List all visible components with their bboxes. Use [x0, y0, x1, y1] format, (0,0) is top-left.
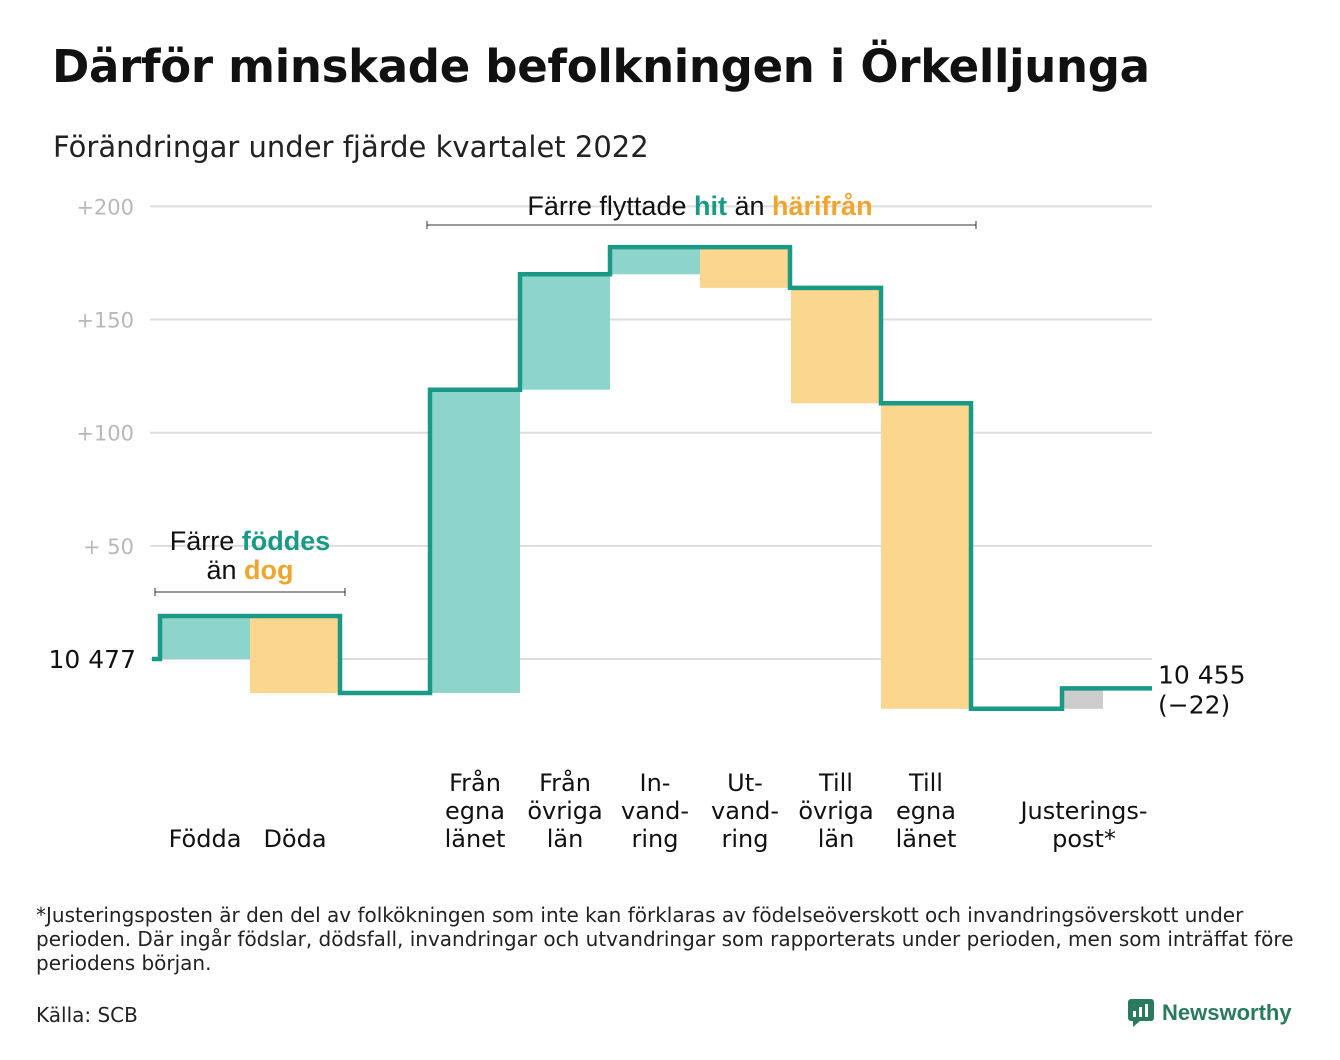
annotation-segment: föddes — [242, 526, 331, 556]
waterfall-bar — [610, 247, 700, 275]
waterfall-bar — [250, 616, 340, 693]
waterfall-bar — [520, 274, 610, 390]
chart-title: Därför minskade befolkningen i Örkelljun… — [52, 40, 1150, 93]
category-label: Födda — [169, 825, 242, 853]
category-label: övriga — [527, 797, 602, 825]
brand-name: Newsworthy — [1162, 1000, 1292, 1025]
category-label: län — [547, 825, 584, 853]
category-label: län — [818, 825, 855, 853]
category-label: Från — [449, 768, 501, 797]
source-label: Källa: SCB — [36, 1003, 138, 1027]
waterfall-bar — [881, 403, 971, 709]
annotation-text: Färre flyttade hit än härifrån — [527, 191, 872, 221]
waterfall-bar — [1063, 688, 1103, 709]
category-label: Justerings- — [1018, 797, 1147, 825]
waterfall-bar — [160, 616, 250, 659]
y-tick-label: +200 — [76, 195, 134, 219]
annotation-segment: härifrån — [772, 191, 873, 221]
annotation-text: än dog — [206, 555, 293, 585]
annotation-segment: dog — [244, 555, 293, 585]
category-label: Ut- — [727, 769, 763, 797]
category-label: post* — [1052, 825, 1116, 853]
category-label: vand- — [621, 797, 689, 825]
category-label: övriga — [798, 797, 873, 825]
annotation-segment: Färre flyttade — [527, 191, 694, 221]
category-label: ring — [632, 825, 679, 853]
y-tick-label: + 50 — [83, 535, 134, 559]
category-label: Till — [818, 769, 853, 797]
start-value-label: 10 477 — [49, 645, 136, 674]
waterfall-bar — [700, 247, 790, 288]
brand-logo: Newsworthy — [1128, 998, 1292, 1028]
annotation-text: Färre föddes — [170, 526, 331, 556]
newsworthy-logo-icon — [1128, 999, 1154, 1027]
annotation-segment: hit — [694, 191, 727, 221]
annotation-segment: än — [727, 191, 772, 221]
category-label: vand- — [711, 797, 779, 825]
category-label: Döda — [263, 825, 326, 853]
category-label: Från — [539, 768, 591, 797]
waterfall-bar — [791, 287, 881, 404]
category-label: In- — [640, 769, 671, 797]
y-tick-label: +150 — [76, 309, 134, 333]
category-label: egna — [896, 797, 956, 825]
end-value-label: (−22) — [1158, 690, 1230, 719]
y-tick-label: +100 — [76, 422, 134, 446]
category-label: ring — [722, 825, 769, 853]
category-label: länet — [445, 825, 506, 853]
category-label: länet — [896, 825, 957, 853]
annotation-segment: än — [206, 555, 244, 585]
category-label: Till — [908, 769, 943, 797]
annotation-segment: Färre — [170, 526, 242, 556]
chart-subtitle: Förändringar under fjärde kvartalet 2022 — [53, 130, 649, 164]
waterfall-bar — [430, 389, 520, 693]
cumulative-step-line — [152, 244, 1152, 712]
end-value-label: 10 455 — [1158, 660, 1245, 689]
category-label: egna — [445, 797, 505, 825]
footnote: *Justeringsposten är den del av folkökni… — [36, 903, 1294, 975]
